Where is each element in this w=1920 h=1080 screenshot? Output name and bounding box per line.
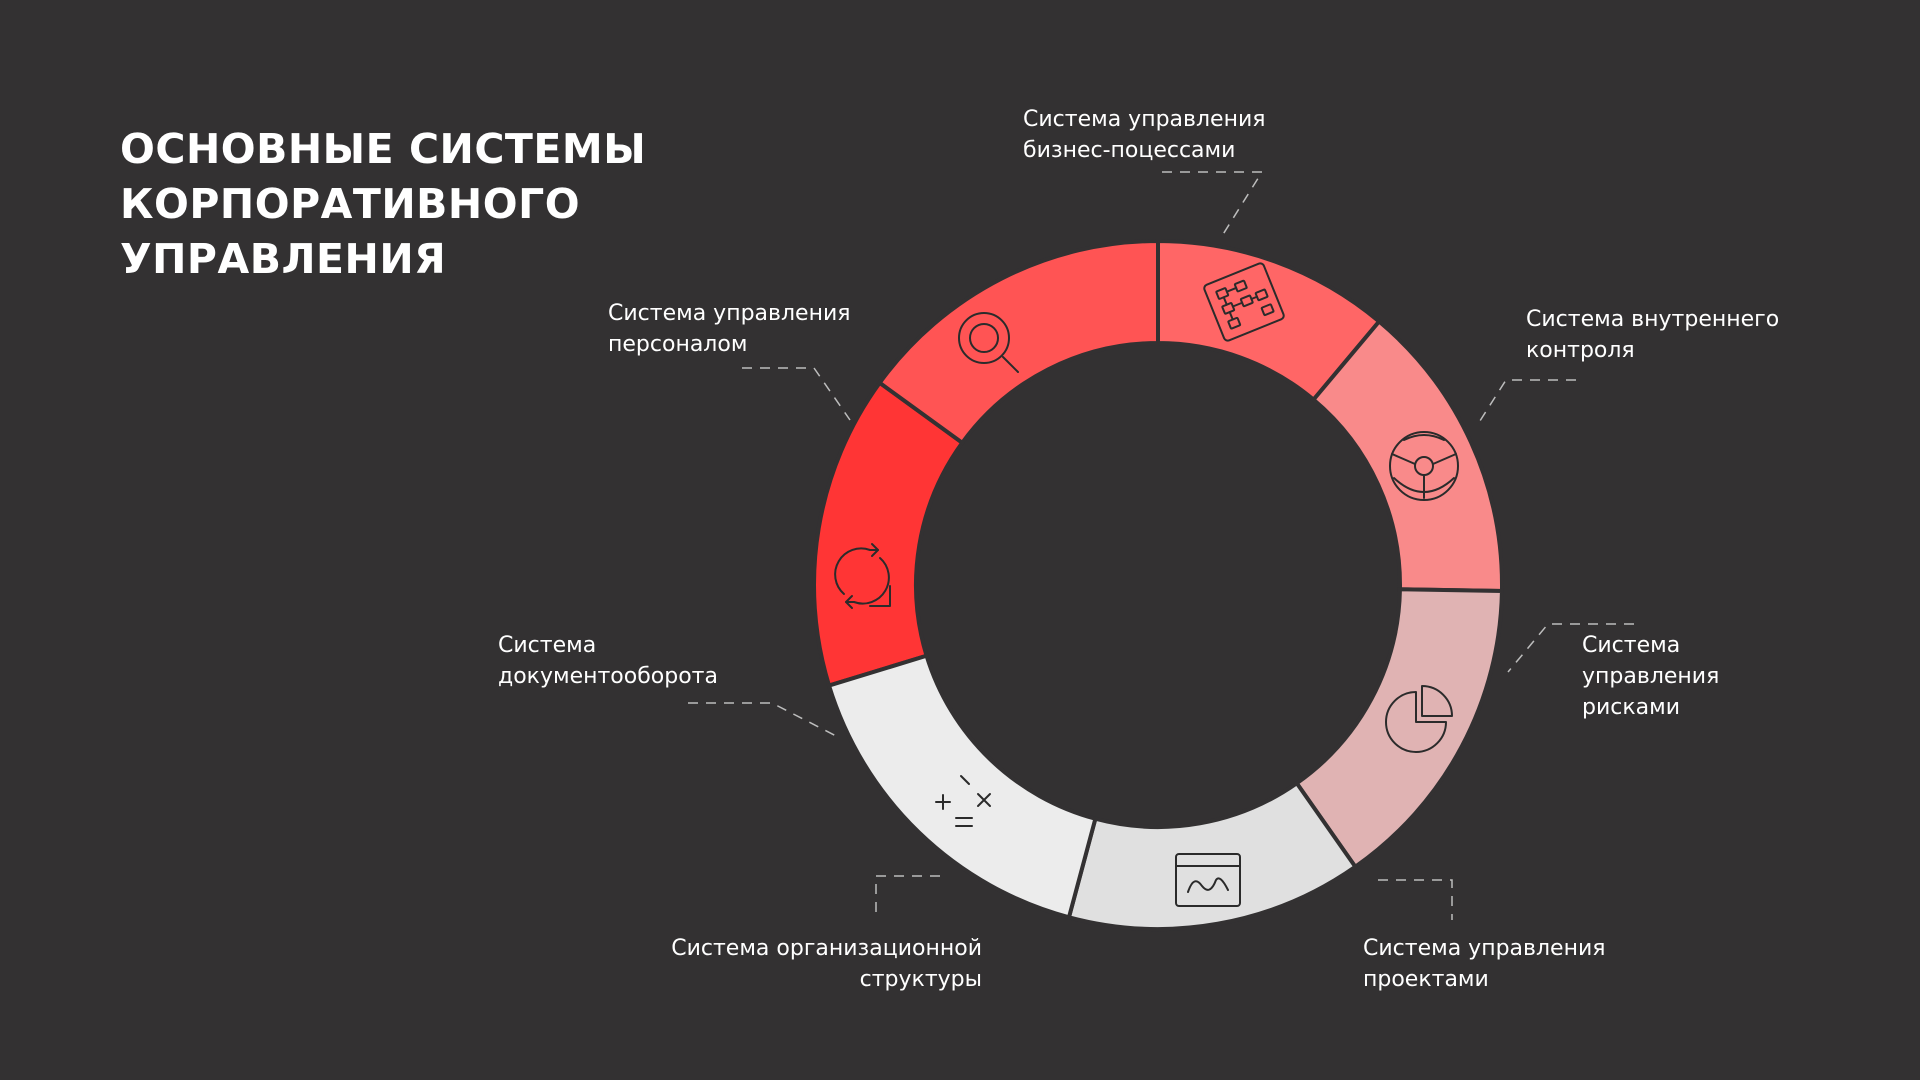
label-risk-management: Система управления рисками — [1582, 633, 1720, 720]
title-line-1: ОСНОВНЫЕ СИСТЕМЫ — [120, 125, 647, 173]
label-business-processes: Система управления бизнес-поцессами — [1023, 107, 1266, 163]
title-line-2: КОРПОРАТИВНОГО — [120, 180, 581, 228]
refresh-arrows-icon — [834, 543, 891, 609]
pie-chart-icon — [1385, 685, 1453, 753]
title-line-3: УПРАВЛЕНИЯ — [120, 235, 447, 283]
ring-segment-document-flow — [1066, 780, 1359, 931]
window-graph-icon — [1175, 853, 1241, 907]
leader-org-structure — [875, 875, 940, 920]
label-project-management: Система управления проектами — [1363, 936, 1606, 992]
leader-document-flow — [688, 702, 841, 739]
label-internal-control: Система внутреннего контроля — [1526, 307, 1780, 363]
flowchart-icon — [1203, 262, 1285, 342]
page-title: ОСНОВНЫЕ СИСТЕМЫ КОРПОРАТИВНОГО УПРАВЛЕН… — [120, 122, 720, 287]
label-document-flow: Система документооборота — [498, 633, 718, 689]
steering-wheel-icon — [1389, 431, 1459, 501]
leader-project-management — [1378, 879, 1453, 920]
leader-business-processes — [1162, 171, 1264, 237]
leader-risk-management — [1507, 623, 1634, 673]
ring-segment-internal-control — [876, 238, 1160, 446]
leader-personnel — [742, 367, 851, 421]
math-symbols-icon — [935, 775, 991, 827]
label-org-structure: Система организационной структуры — [671, 936, 982, 992]
label-personnel: Система управления персоналом — [608, 301, 851, 357]
leader-internal-control — [1477, 379, 1576, 425]
ring-segment-personnel — [826, 653, 1098, 920]
magnifier-icon — [958, 312, 1019, 373]
